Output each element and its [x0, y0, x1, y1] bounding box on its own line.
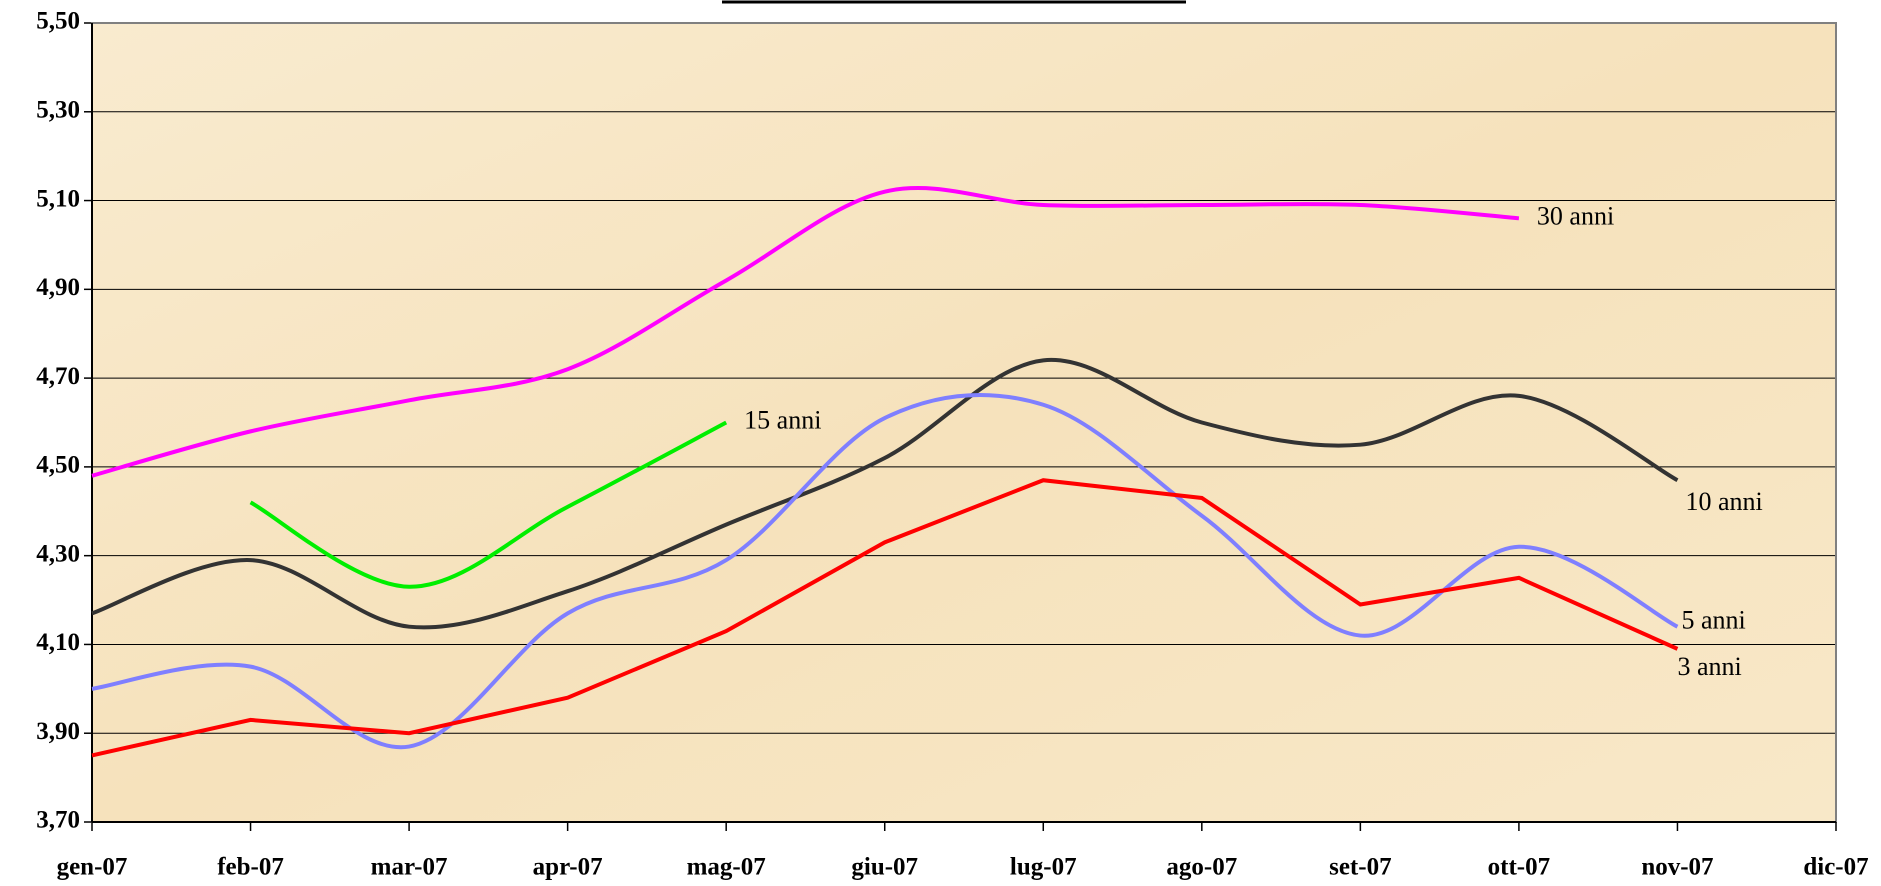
series-line [91, 392, 1679, 750]
y-tick-label: 5,10 [36, 185, 80, 212]
y-tick-label: 5,50 [36, 8, 80, 35]
x-tick-label: giu-07 [851, 854, 918, 881]
x-tick-label: set-07 [1329, 854, 1391, 881]
y-tick-label: 4,30 [36, 540, 80, 567]
y-tick-label: 4,10 [36, 629, 80, 656]
series-line [91, 357, 1679, 630]
series-label: 10 anni [1685, 487, 1762, 516]
y-tick-label: 3,70 [36, 807, 80, 834]
y-tick-label: 4,70 [36, 363, 80, 390]
x-tick-label: nov-07 [1641, 854, 1713, 881]
x-tick-label: feb-07 [217, 854, 284, 881]
series-label: 3 anni [1677, 652, 1741, 681]
x-tick-label: ago-07 [1166, 854, 1237, 881]
series-label: 5 anni [1681, 606, 1745, 635]
series-line [91, 186, 1520, 478]
series-label: 15 anni [744, 405, 821, 434]
y-tick-label: 4,50 [36, 452, 80, 479]
series-line [249, 420, 728, 589]
x-tick-label: apr-07 [533, 854, 603, 881]
x-tick-label: dic-07 [1803, 854, 1868, 881]
y-tick-label: 5,30 [36, 97, 80, 124]
plot-area [92, 23, 1836, 822]
y-tick-label: 4,90 [36, 274, 80, 301]
series-line [91, 478, 1679, 758]
x-tick-label: mag-07 [687, 854, 766, 881]
x-tick-label: mar-07 [371, 854, 448, 881]
x-tick-label: ott-07 [1488, 854, 1550, 881]
x-tick-label: gen-07 [57, 854, 128, 881]
series-label: 30 anni [1537, 201, 1614, 230]
x-tick-label: lug-07 [1010, 854, 1077, 881]
y-tick-label: 3,90 [36, 718, 80, 745]
